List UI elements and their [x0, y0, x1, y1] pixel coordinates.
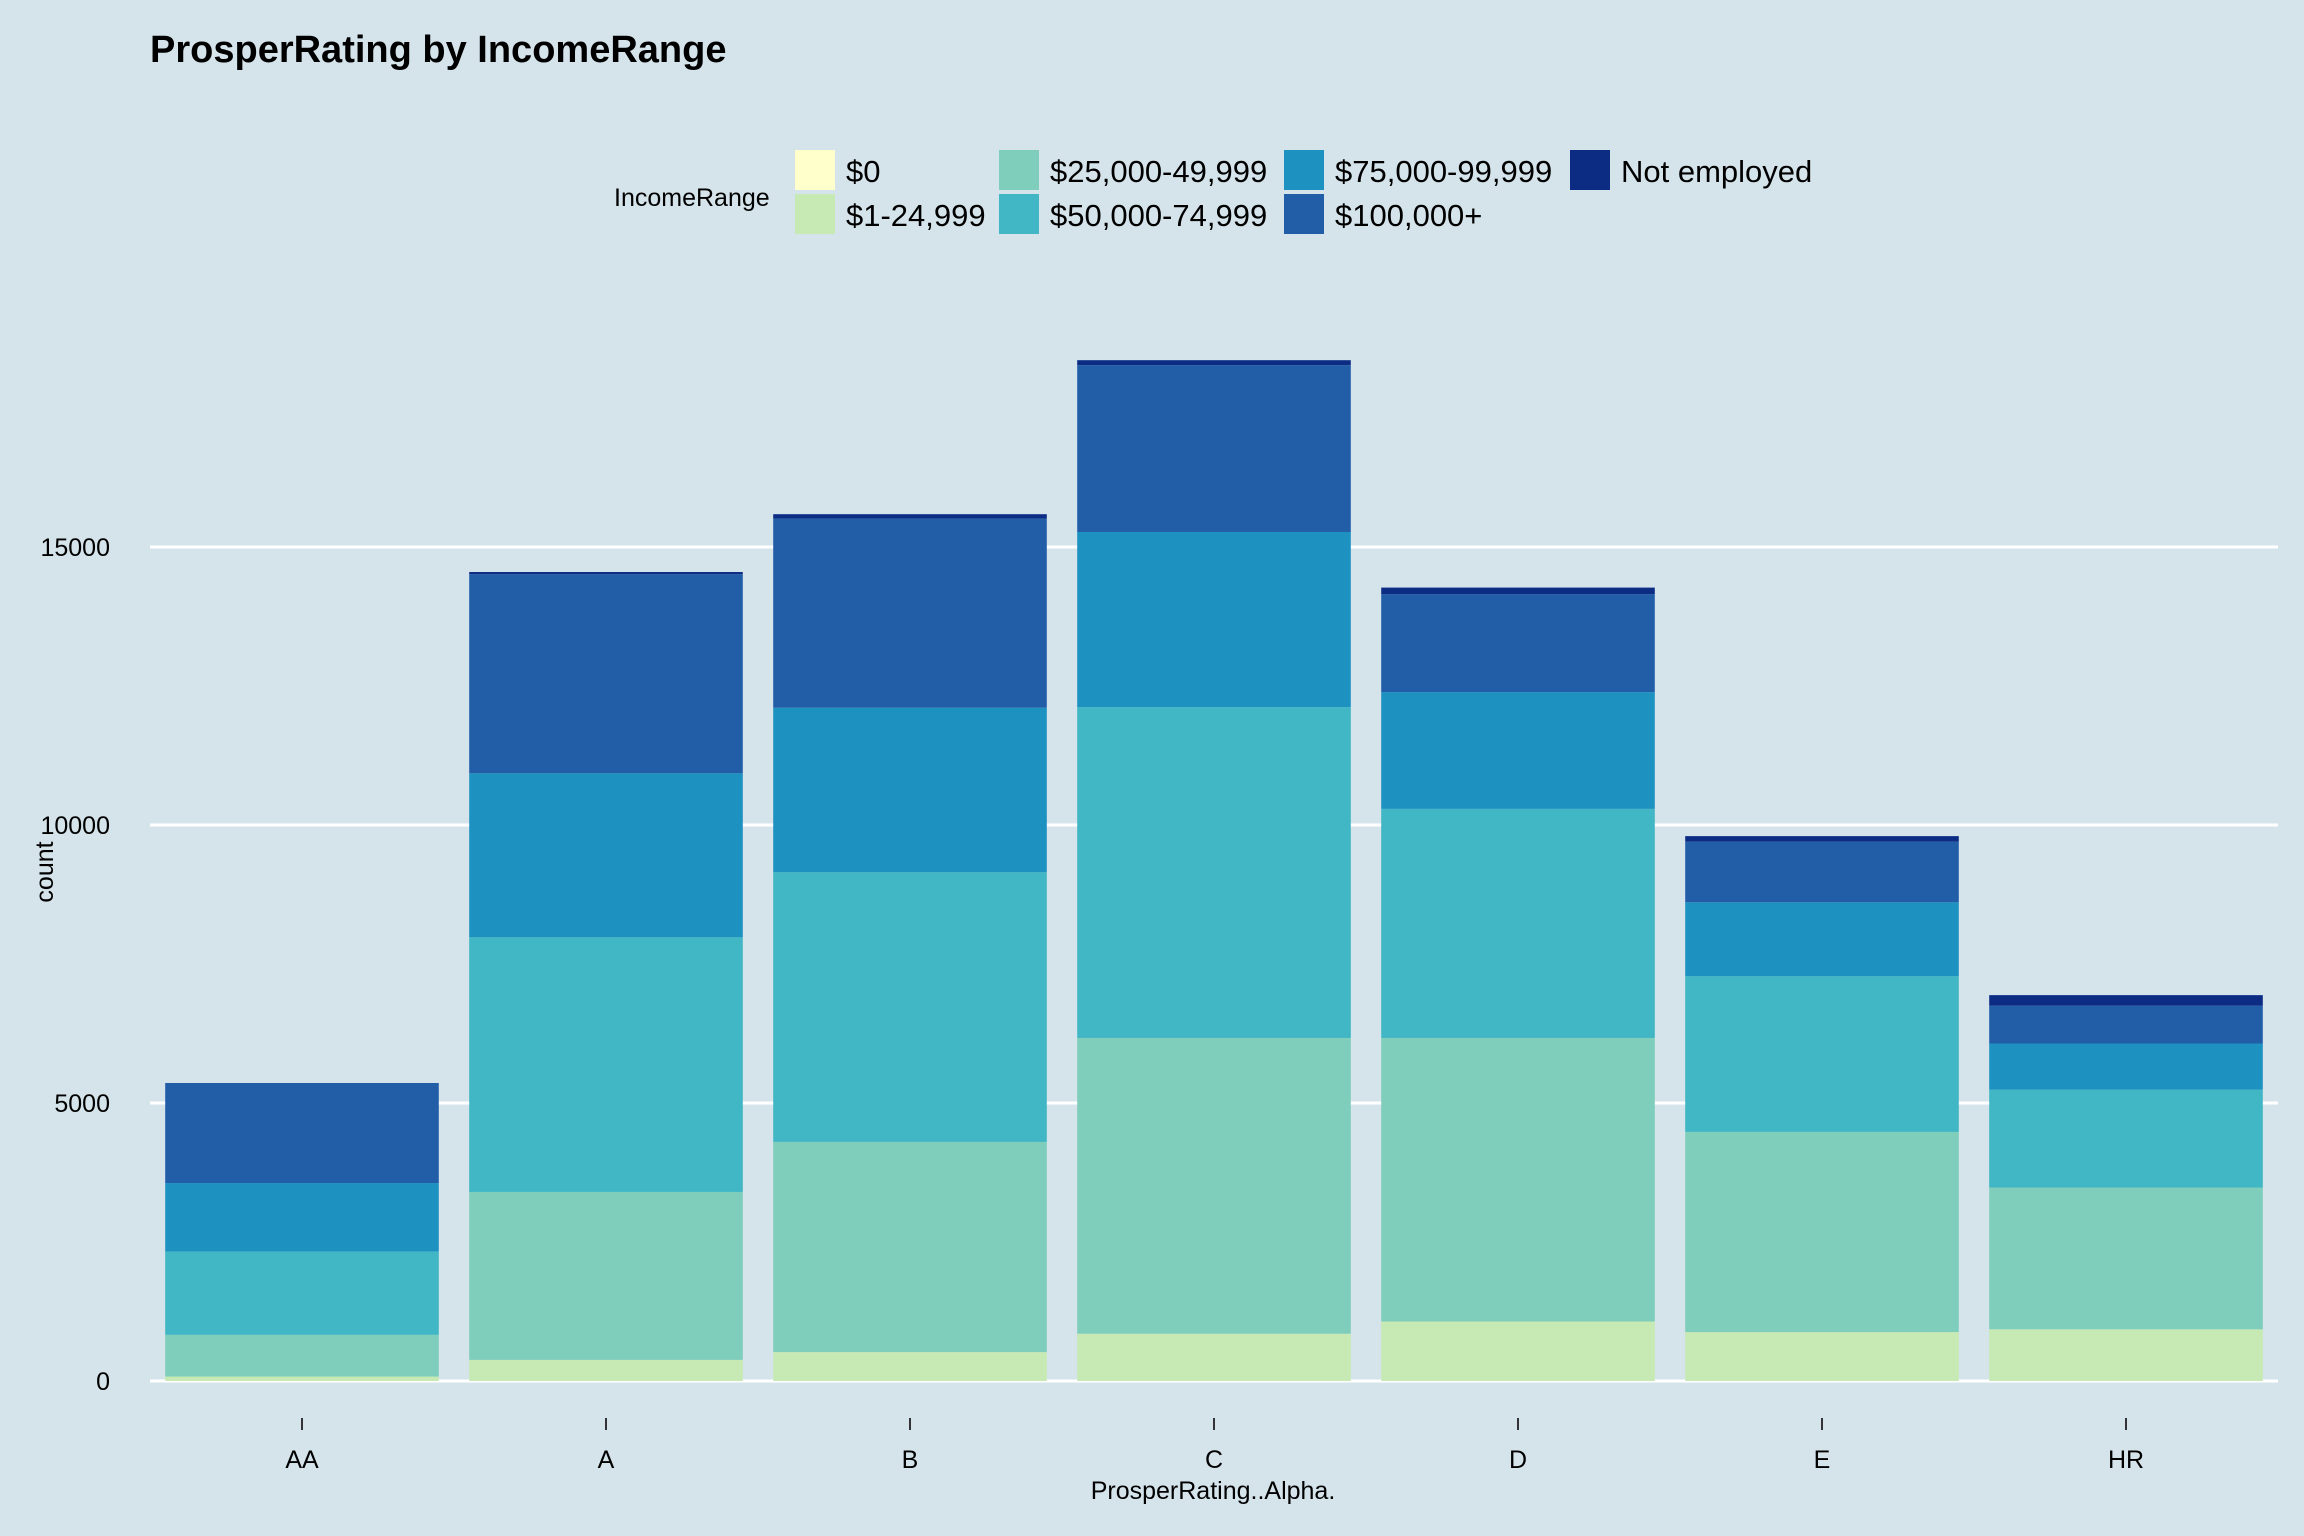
- y-axis: 0 5000 10000 15000: [40, 534, 110, 1396]
- bar-B-series-5: [773, 518, 1047, 708]
- bar-E-series-6: [1685, 836, 1959, 842]
- x-tick-label-AA: AA: [285, 1446, 319, 1474]
- x-tick-label-HR: HR: [2108, 1446, 2144, 1474]
- bar-HR-series-4: [1989, 1043, 2263, 1090]
- bar-AA-series-4: [165, 1183, 439, 1252]
- bar-C-series-3: [1077, 707, 1351, 1038]
- bar-AA-series-5: [165, 1082, 439, 1184]
- bar-B-series-1: [773, 1352, 1047, 1381]
- bar-B-series-2: [773, 1141, 1047, 1353]
- legend: IncomeRange $0 $1-24,999 $25,000-49,999 $50…: [614, 150, 1812, 234]
- legend-key-0: [795, 150, 835, 190]
- bar-B-series-4: [773, 707, 1047, 873]
- x-tick-label-E: E: [1814, 1446, 1831, 1474]
- legend-label-0: $0: [846, 154, 880, 189]
- x-tick-label-A: A: [598, 1446, 615, 1474]
- bar-C-series-2: [1077, 1037, 1351, 1334]
- bar-C-series-4: [1077, 531, 1351, 708]
- legend-key-1: [795, 194, 835, 234]
- bars-layer: [165, 360, 2263, 1381]
- bar-B-series-6: [773, 514, 1047, 519]
- bar-E-series-5: [1685, 841, 1959, 903]
- bar-E-series-4: [1685, 902, 1959, 977]
- x-tick-label-B: B: [902, 1446, 919, 1474]
- y-tick-label-5000: 5000: [54, 1090, 110, 1118]
- bar-A-series-5: [469, 574, 743, 774]
- bar-D-series-2: [1381, 1037, 1655, 1322]
- bar-C-series-1: [1077, 1333, 1351, 1381]
- bar-AA-series-2: [165, 1334, 439, 1377]
- legend-key-2: [999, 150, 1039, 190]
- legend-key-3: [999, 194, 1039, 234]
- bar-HR-series-5: [1989, 1005, 2263, 1044]
- x-tick-label-D: D: [1509, 1446, 1527, 1474]
- legend-label-1: $1-24,999: [846, 198, 986, 233]
- x-tick-label-C: C: [1205, 1446, 1223, 1474]
- y-axis-title: count: [31, 841, 59, 902]
- legend-label-5: $100,000+: [1335, 198, 1482, 233]
- bar-E-series-1: [1685, 1332, 1959, 1381]
- legend-title: IncomeRange: [614, 184, 770, 212]
- bar-D-series-4: [1381, 692, 1655, 809]
- legend-label-3: $50,000-74,999: [1050, 198, 1267, 233]
- bar-D-series-5: [1381, 594, 1655, 693]
- legend-label-2: $25,000-49,999: [1050, 154, 1267, 189]
- bar-E-series-2: [1685, 1131, 1959, 1333]
- bar-AA-series-3: [165, 1251, 439, 1335]
- bar-HR-series-3: [1989, 1089, 2263, 1188]
- y-tick-label-10000: 10000: [40, 812, 110, 840]
- bar-D-series-3: [1381, 808, 1655, 1038]
- legend-key-4: [1284, 150, 1324, 190]
- y-tick-label-15000: 15000: [40, 534, 110, 562]
- bar-E-series-3: [1685, 976, 1959, 1132]
- y-tick-label-0: 0: [96, 1368, 110, 1396]
- bar-A-series-3: [469, 937, 743, 1192]
- legend-label-6: Not employed: [1621, 154, 1812, 189]
- bar-HR-series-2: [1989, 1187, 2263, 1330]
- bar-C-series-6: [1077, 360, 1351, 366]
- bar-A-series-6: [469, 572, 743, 575]
- legend-label-4: $75,000-99,999: [1335, 154, 1552, 189]
- legend-key-5: [1284, 194, 1324, 234]
- x-axis: AA A B C D E HR: [285, 1418, 2144, 1474]
- bar-D-series-6: [1381, 587, 1655, 595]
- bar-D-series-1: [1381, 1321, 1655, 1381]
- bar-C-series-5: [1077, 365, 1351, 532]
- bar-HR-series-6: [1989, 995, 2263, 1006]
- chart-title: ProsperRating by IncomeRange: [150, 29, 726, 71]
- bar-A-series-2: [469, 1191, 743, 1360]
- bar-B-series-3: [773, 872, 1047, 1142]
- x-axis-title: ProsperRating..Alpha.: [1091, 1477, 1336, 1505]
- bar-HR-series-1: [1989, 1329, 2263, 1381]
- bar-A-series-1: [469, 1359, 743, 1381]
- bar-A-series-4: [469, 773, 743, 938]
- bar-AA-series-1: [165, 1376, 439, 1381]
- legend-key-6: [1570, 150, 1610, 190]
